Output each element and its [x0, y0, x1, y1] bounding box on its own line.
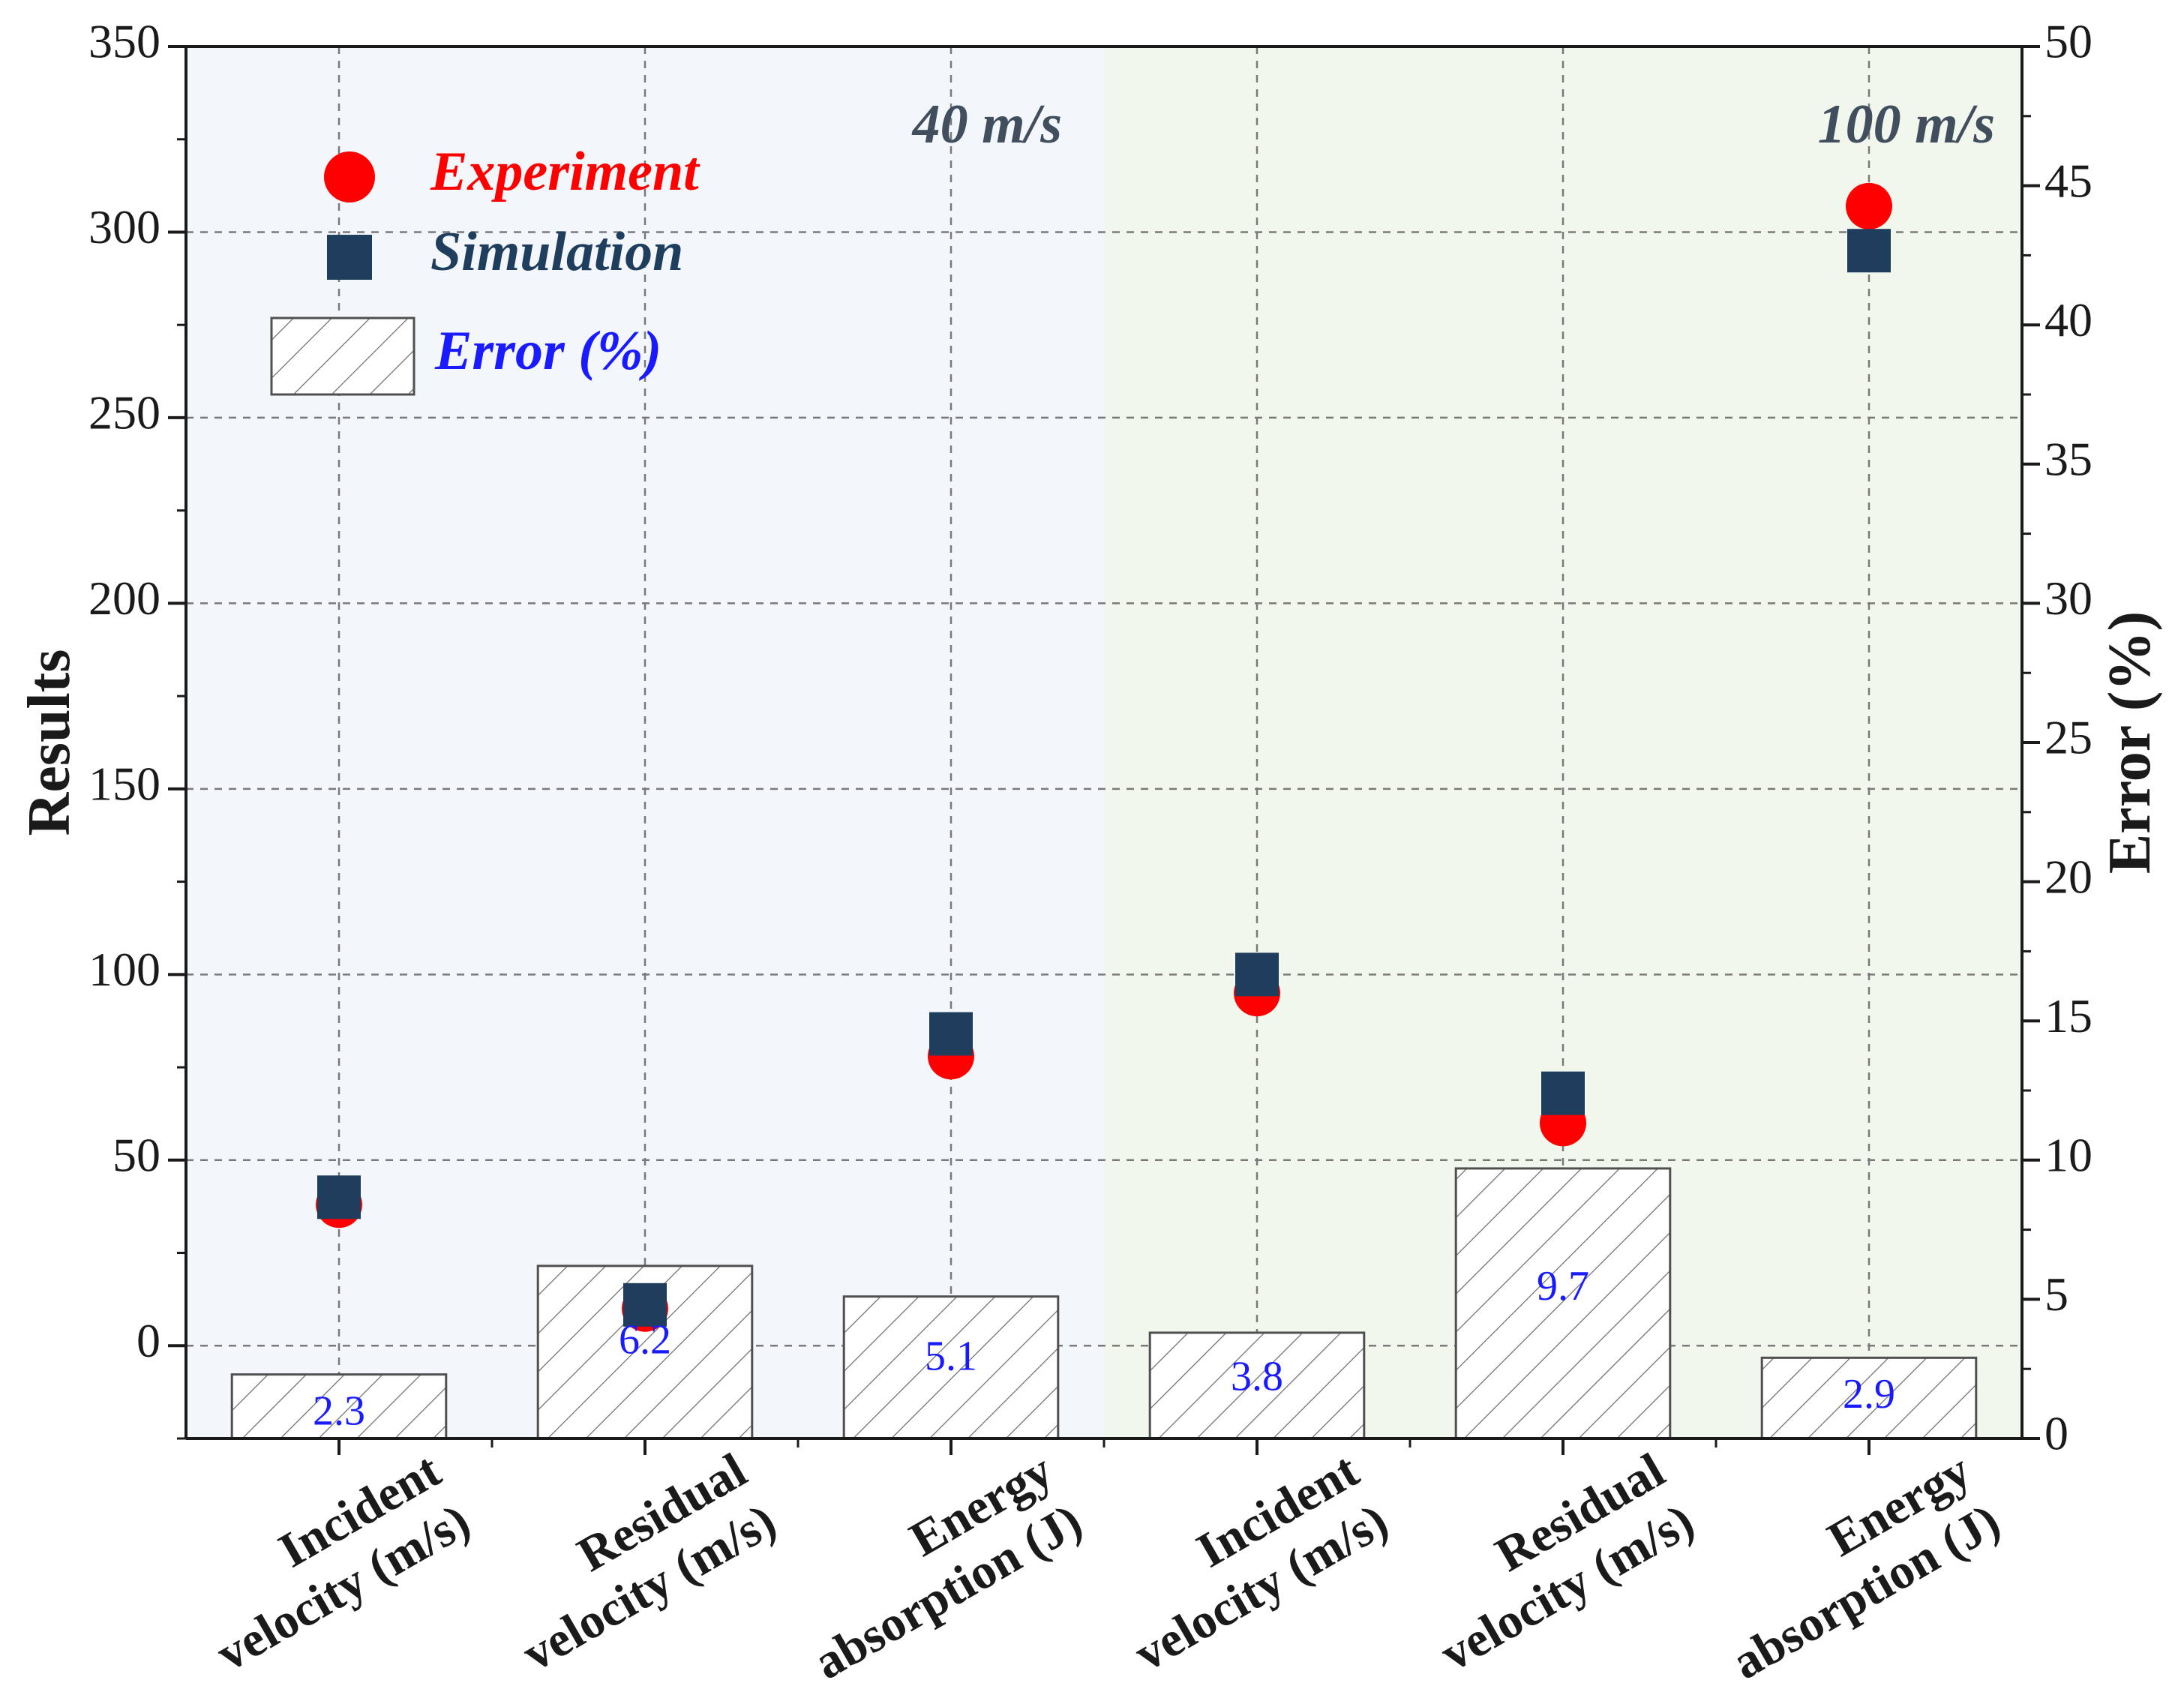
simulation-point-5	[1541, 1071, 1585, 1115]
legend: Experiment Simulation Error (%)	[270, 141, 700, 396]
right-tick-label-1: 5	[2044, 1268, 2068, 1321]
error-bar-label-2: 6.2	[619, 1316, 671, 1363]
error-bar-label-3: 5.1	[925, 1334, 977, 1380]
data-points	[316, 182, 1892, 1332]
legend-experiment-label: Experiment	[430, 141, 700, 202]
simulation-point-6	[1847, 229, 1891, 273]
category-label-6: Energyabsorption (J)	[1694, 1443, 2008, 1690]
error-bar-1	[230, 1373, 448, 1440]
simulation-point-3	[929, 1012, 973, 1056]
simulation-point-1	[317, 1175, 361, 1220]
category-label-2: Residualvelocity (m/s)	[484, 1443, 785, 1682]
legend-simulation-marker	[327, 235, 372, 280]
error-bar-3	[842, 1295, 1060, 1440]
error-bar-5	[1454, 1167, 1672, 1440]
ticks: 0 50 100 150 200 250 300 350 0 5 10 15 20 25 30 35 40 45 5…	[88, 15, 2092, 1460]
legend-error-label: Error (%)	[434, 320, 662, 382]
left-tick-label-3: 150	[88, 758, 160, 811]
right-tick-label-10: 50	[2044, 15, 2092, 68]
error-bars	[230, 1167, 1978, 1440]
simulation-point-2	[623, 1282, 667, 1327]
right-tick-label-2: 10	[2044, 1128, 2092, 1181]
simulation-point-4	[1235, 952, 1279, 997]
category-label-4: Incidentvelocity (m/s)	[1096, 1443, 1397, 1682]
error-bar-label-6: 2.9	[1843, 1371, 1895, 1418]
error-bar-label-1: 2.3	[313, 1388, 365, 1434]
right-tick-label-3: 15	[2044, 989, 2092, 1042]
left-tick-label-2: 100	[88, 943, 160, 996]
right-tick-label-4: 20	[2044, 850, 2092, 903]
y2-axis-title: Error (%)	[2097, 611, 2163, 874]
left-tick-label-1: 50	[112, 1128, 160, 1181]
right-tick-label-5: 25	[2044, 711, 2092, 764]
right-tick-label-7: 35	[2044, 432, 2092, 485]
error-bar-label-4: 3.8	[1231, 1353, 1283, 1400]
right-tick-label-9: 45	[2044, 154, 2092, 207]
left-tick-label-5: 250	[88, 386, 160, 440]
category-label-5: Residualvelocity (m/s)	[1402, 1443, 1703, 1682]
region-label-100: 100 m/s	[1818, 94, 1995, 155]
right-tick-label-6: 30	[2044, 572, 2092, 625]
error-bar-6	[1760, 1356, 1978, 1440]
region-label-40: 40 m/s	[911, 94, 1062, 155]
category-label-1: Incidentvelocity (m/s)	[178, 1443, 479, 1682]
error-bar-4	[1148, 1331, 1366, 1440]
left-tick-label-0: 0	[136, 1314, 160, 1367]
y-axis-title: Results	[16, 650, 82, 836]
error-bar-label-5: 9.7	[1537, 1263, 1589, 1310]
category-label-3: Energyabsorption (J)	[776, 1443, 1090, 1690]
left-tick-label-7: 350	[88, 15, 160, 68]
experiment-point-6	[1846, 182, 1892, 230]
right-tick-label-0: 0	[2044, 1407, 2068, 1460]
right-tick-label-8: 40	[2044, 293, 2092, 346]
legend-experiment-marker	[324, 152, 375, 202]
legend-simulation-label: Simulation	[430, 221, 683, 283]
left-tick-label-4: 200	[88, 572, 160, 625]
legend-error-swatch	[270, 316, 416, 396]
left-tick-label-6: 300	[88, 200, 160, 254]
